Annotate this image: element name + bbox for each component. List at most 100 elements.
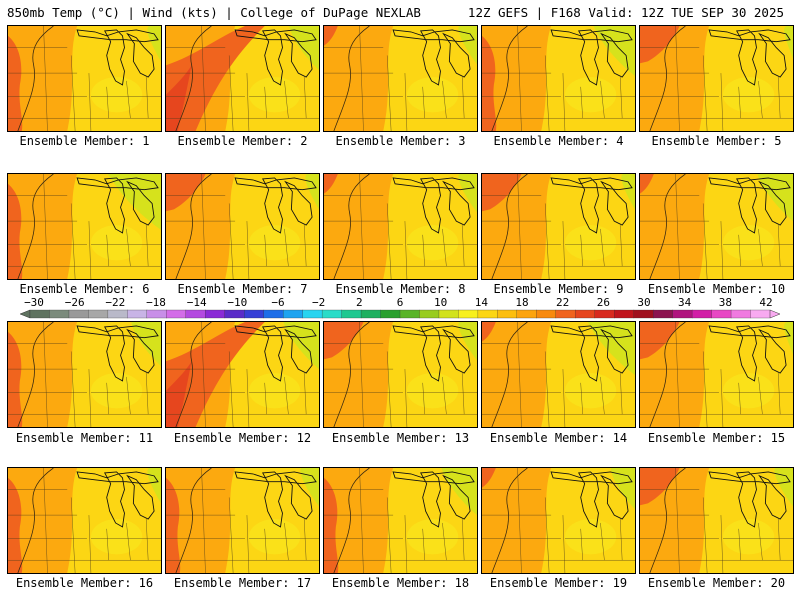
colorbar-tick-label: −10	[227, 296, 248, 309]
colorbar-swatch	[107, 309, 128, 319]
colorbar-swatch	[399, 309, 420, 319]
colorbar-tick-label: −14	[186, 296, 207, 309]
ensemble-member-map	[639, 173, 794, 280]
colorbar-swatch	[633, 309, 654, 319]
colorbar-tick-label: 42	[759, 296, 773, 309]
ensemble-member-label: Ensemble Member: 14	[489, 431, 628, 445]
ensemble-member-label: Ensemble Member: 18	[331, 576, 470, 590]
colorbar-swatch	[341, 309, 362, 319]
colorbar-swatch	[302, 309, 323, 319]
colorbar-swatch	[516, 309, 537, 319]
colorbar-tick-label: −26	[64, 296, 85, 309]
colorbar-swatch	[68, 309, 89, 319]
temperature-field-map	[8, 322, 161, 427]
colorbar-swatch	[360, 309, 381, 319]
ensemble-member-map	[165, 173, 320, 280]
colorbar-swatch	[614, 309, 635, 319]
colorbar-tick-label: −6	[271, 296, 285, 309]
ensemble-member-label: Ensemble Member: 16	[15, 576, 154, 590]
colorbar-tick-label: −30	[24, 296, 44, 309]
colorbar-swatch	[536, 309, 557, 319]
ensemble-member-map	[165, 321, 320, 428]
colorbar-tick-label: 30	[637, 296, 651, 309]
ensemble-member-map	[7, 25, 162, 132]
colorbar-swatch	[205, 309, 226, 319]
ensemble-member-map	[7, 173, 162, 280]
colorbar-swatch	[497, 309, 518, 319]
ensemble-member-label: Ensemble Member: 6	[19, 282, 150, 296]
product-title: 850mb Temp (°C) | Wind (kts) | College o…	[7, 5, 421, 20]
colorbar-tick-label: 22	[556, 296, 570, 309]
temperature-field-map	[324, 26, 477, 131]
ensemble-member-label: Ensemble Member: 13	[331, 431, 470, 445]
colorbar-swatch	[166, 309, 187, 319]
ensemble-member-map	[323, 25, 478, 132]
temperature-field-map	[166, 174, 319, 279]
temperature-field-map	[324, 468, 477, 573]
temperature-field-map	[482, 322, 635, 427]
colorbar-swatch	[555, 309, 576, 319]
ensemble-member-map	[7, 467, 162, 574]
temperature-field-map	[8, 174, 161, 279]
temperature-field-map	[166, 322, 319, 427]
ensemble-member-map	[639, 467, 794, 574]
ensemble-member-label: Ensemble Member: 12	[173, 431, 312, 445]
colorbar-tick-label: −2	[312, 296, 326, 309]
temperature-field-map	[640, 322, 793, 427]
run-valid-time: 12Z GEFS | F168 Valid: 12Z TUE SEP 30 20…	[467, 5, 784, 20]
ensemble-member-map	[323, 173, 478, 280]
colorbar-swatch	[244, 309, 265, 319]
colorbar-tick-label: 2	[356, 296, 363, 309]
colorbar-tick-label: −18	[146, 296, 166, 309]
colorbar-swatch	[29, 309, 50, 319]
colorbar-tick-label: 18	[515, 296, 529, 309]
ensemble-member-map	[7, 321, 162, 428]
ensemble-member-label: Ensemble Member: 2	[177, 134, 308, 148]
ensemble-member-label: Ensemble Member: 7	[177, 282, 308, 296]
ensemble-member-map	[323, 467, 478, 574]
colorbar-swatch	[750, 309, 771, 319]
ensemble-member-label: Ensemble Member: 8	[335, 282, 466, 296]
ensemble-member-map	[481, 321, 636, 428]
ensemble-member-map	[165, 25, 320, 132]
colorbar-swatch	[283, 309, 304, 319]
colorbar-swatch	[594, 309, 615, 319]
temperature-field-map	[640, 26, 793, 131]
ensemble-member-label: Ensemble Member: 1	[19, 134, 150, 148]
temperature-field-map	[482, 468, 635, 573]
temperature-field-map	[8, 26, 161, 131]
ensemble-member-label: Ensemble Member: 5	[651, 134, 782, 148]
colorbar-tick-label: 34	[678, 296, 692, 309]
ensemble-member-map	[481, 25, 636, 132]
colorbar-swatch	[730, 309, 751, 319]
temperature-field-map	[482, 174, 635, 279]
colorbar-tick-label: 6	[396, 296, 404, 309]
colorbar-swatch	[691, 309, 713, 319]
ensemble-member-label: Ensemble Member: 20	[647, 576, 786, 590]
colorbar-swatch	[458, 309, 479, 319]
ensemble-member-label: Ensemble Member: 15	[647, 431, 786, 445]
colorbar-swatch	[185, 309, 206, 319]
temperature-field-map	[324, 322, 477, 427]
ensemble-member-label: Ensemble Member: 17	[173, 576, 312, 590]
colorbar-swatch	[653, 309, 674, 319]
colorbar-swatch	[49, 309, 70, 319]
colorbar-tick-label: 14	[474, 296, 488, 309]
ensemble-member-label: Ensemble Member: 11	[15, 431, 154, 445]
colorbar-swatch	[477, 309, 498, 319]
temperature-field-map	[640, 468, 793, 573]
colorbar-swatch	[127, 309, 148, 319]
colorbar-tick-label: 10	[434, 296, 448, 309]
temperature-field-map	[166, 26, 319, 131]
colorbar-swatch	[224, 309, 245, 319]
colorbar-swatch	[88, 309, 109, 319]
ensemble-member-label: Ensemble Member: 10	[647, 282, 786, 296]
temperature-field-map	[324, 174, 477, 279]
temperature-field-map	[482, 26, 635, 131]
colorbar-swatch	[711, 309, 732, 319]
colorbar-swatch	[672, 309, 693, 319]
colorbar-swatch	[146, 309, 167, 319]
colorbar-swatch	[321, 309, 343, 319]
temperature-field-map	[8, 468, 161, 573]
ensemble-member-map	[323, 321, 478, 428]
